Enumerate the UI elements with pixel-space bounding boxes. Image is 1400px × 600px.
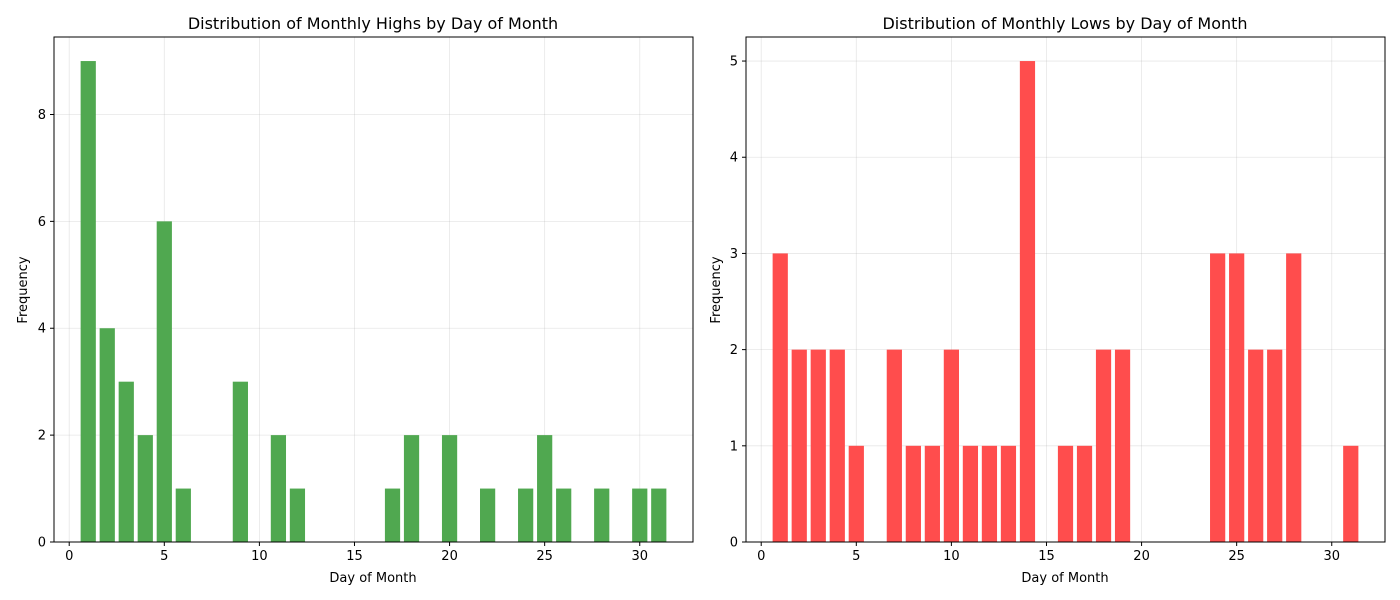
highs-bar — [118, 381, 134, 542]
highs-bar — [403, 435, 420, 542]
lows-y-tick-label: 1 — [730, 439, 738, 454]
lows-bar — [943, 349, 959, 542]
highs-bar — [232, 381, 248, 542]
lows-x-tick-label: 20 — [1133, 549, 1150, 564]
lows-bars — [772, 61, 1359, 543]
lows-x-tick-label: 15 — [1038, 549, 1055, 564]
highs-y-tick-label: 0 — [38, 536, 46, 551]
lows-y-axis-label: Frequency — [709, 256, 724, 323]
lows-bar — [981, 445, 998, 542]
highs-x-tick-label: 0 — [65, 549, 73, 564]
highs-bar — [594, 488, 610, 542]
highs-bar — [156, 221, 172, 542]
lows-bar — [791, 349, 807, 542]
highs-y-axis-label: Frequency — [16, 256, 31, 323]
highs-bar — [556, 488, 572, 542]
lows-chart-title: Distribution of Monthly Lows by Day of M… — [882, 14, 1247, 33]
lows-bar — [829, 349, 845, 542]
lows-bar — [1248, 349, 1264, 542]
lows-bar — [848, 445, 864, 542]
lows-plot-frame — [745, 36, 1386, 543]
lows-bar — [1229, 253, 1245, 542]
highs-bar — [441, 435, 458, 542]
highs-x-tick-label: 15 — [346, 549, 363, 564]
lows-bar — [886, 349, 902, 542]
highs-x-tick-label: 30 — [631, 549, 648, 564]
highs-y-tick-label: 6 — [38, 215, 46, 230]
lows-y-tick-label: 5 — [730, 55, 738, 70]
lows-bar — [1076, 445, 1093, 542]
lows-bar — [1210, 253, 1226, 542]
highs-bar — [651, 488, 667, 542]
highs-bar — [175, 488, 191, 542]
lows-bar — [1019, 61, 1036, 543]
lows-bar — [810, 349, 826, 542]
lows-bar — [905, 445, 921, 542]
highs-bar — [80, 61, 96, 543]
lows-x-tick-label: 25 — [1228, 549, 1245, 564]
highs-y-tick-label: 4 — [38, 322, 46, 337]
lows-y-tick-label: 2 — [730, 343, 738, 358]
highs-bar — [289, 488, 306, 542]
highs-x-axis-label: Day of Month — [329, 571, 416, 586]
lows-x-axis-label: Day of Month — [1021, 571, 1108, 586]
highs-y-tick-label: 8 — [38, 108, 46, 123]
highs-x-tick-label: 20 — [441, 549, 458, 564]
highs-bar — [480, 488, 496, 542]
lows-bar — [1057, 445, 1074, 542]
highs-bar — [537, 435, 553, 542]
highs-x-tick-label: 25 — [536, 549, 553, 564]
highs-chart-title: Distribution of Monthly Highs by Day of … — [188, 14, 558, 33]
lows-bar — [772, 253, 788, 542]
lows-bar — [1095, 349, 1112, 542]
lows-bar — [924, 445, 940, 542]
lows-bar — [1267, 349, 1283, 542]
highs-x-tick-label: 10 — [251, 549, 268, 564]
lows-x-tick-label: 5 — [852, 549, 860, 564]
lows-x-tick-label: 30 — [1323, 549, 1340, 564]
highs-bar — [632, 488, 648, 542]
lows-bar — [1000, 445, 1017, 542]
highs-bar — [518, 488, 534, 542]
highs-plot-frame — [53, 36, 694, 543]
highs-x-tick-label: 5 — [160, 549, 168, 564]
lows-bar — [1286, 253, 1302, 542]
highs-chart: Distribution of Monthly Highs by Day of … — [16, 14, 694, 586]
highs-bar — [137, 435, 153, 542]
lows-y-tick-label: 3 — [730, 247, 738, 262]
lows-x-tick-label: 10 — [943, 549, 960, 564]
highs-y-tick-label: 2 — [38, 429, 46, 444]
lows-y-tick-label: 4 — [730, 151, 738, 166]
lows-bar — [1114, 349, 1131, 542]
highs-bar — [99, 328, 115, 542]
lows-chart: Distribution of Monthly Lows by Day of M… — [709, 14, 1386, 586]
lows-bar — [1343, 445, 1359, 542]
highs-bars — [80, 61, 667, 543]
highs-bar — [270, 435, 287, 542]
highs-bar — [384, 488, 401, 542]
lows-x-tick-label: 0 — [757, 549, 765, 564]
lows-y-tick-label: 0 — [730, 536, 738, 551]
lows-bar — [962, 445, 979, 542]
